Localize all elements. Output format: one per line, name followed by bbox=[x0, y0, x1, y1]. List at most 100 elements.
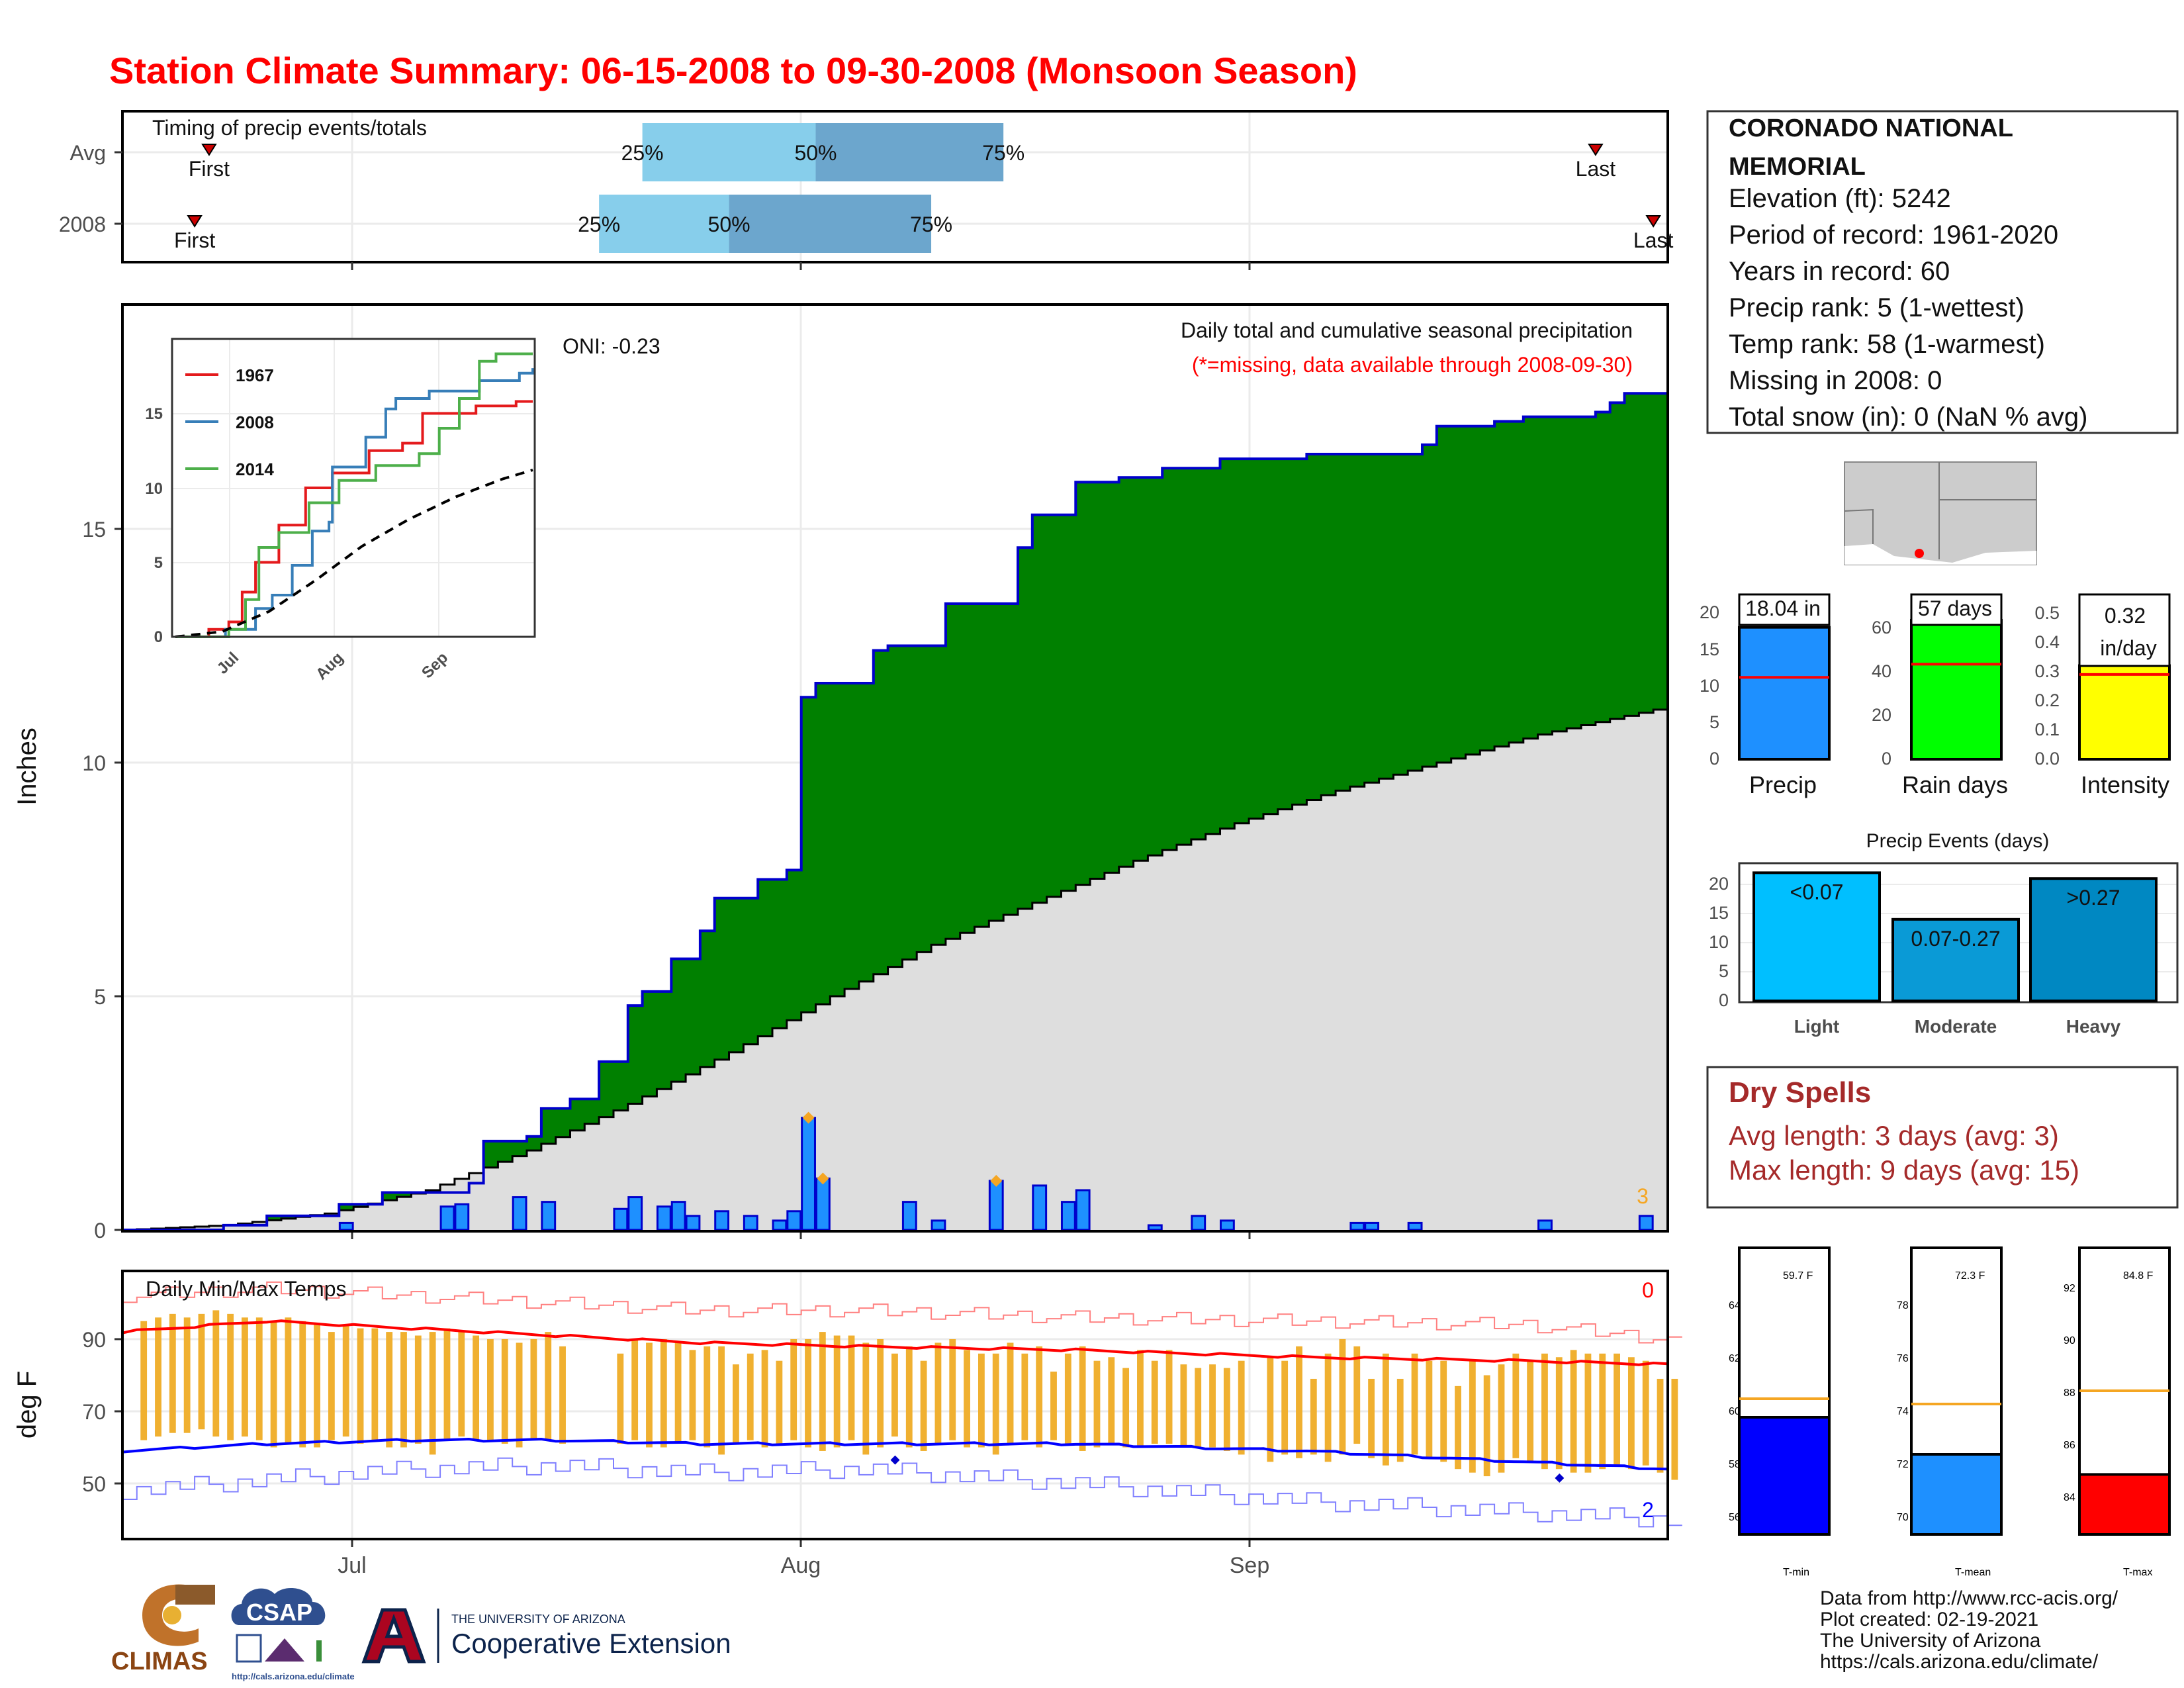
temp-range-bar-2-9 bbox=[1396, 1378, 1404, 1462]
footer-university: The University of Arizona bbox=[1820, 1630, 2041, 1652]
daily-precip-max-marker-14 bbox=[802, 1111, 815, 1124]
daily-precip-bar-2 bbox=[454, 1203, 470, 1231]
tmax-tick-84: 84 bbox=[2064, 1492, 2075, 1503]
timing-bar-early-2008 bbox=[599, 195, 729, 253]
tmin-tick-60: 60 bbox=[1729, 1406, 1741, 1417]
gauge-precip-value-box bbox=[1738, 593, 1831, 626]
temp-range-bar-2-27 bbox=[1657, 1378, 1664, 1473]
temp-range-bar-2-18 bbox=[1527, 1360, 1534, 1462]
main-plot-marks bbox=[122, 387, 1669, 1231]
tmax-value: 84.8 F bbox=[2123, 1270, 2154, 1282]
xtick-aug: Aug bbox=[781, 1553, 821, 1578]
timing-first-label-2008: First bbox=[174, 228, 215, 252]
temps-count-min: 2 bbox=[1642, 1498, 1654, 1522]
events-tick-0: 0 bbox=[1719, 990, 1729, 1010]
csap-logo: CSAP http://cals.arizona.edu/climate bbox=[231, 1587, 355, 1681]
events-bar-light bbox=[1752, 871, 1881, 1003]
gauge-rain-label: Rain days bbox=[1902, 771, 2008, 798]
timing-first-marker-avg bbox=[201, 144, 217, 156]
temp-range-bar-0-15 bbox=[357, 1328, 364, 1444]
temp-range-bar-1-18 bbox=[877, 1339, 884, 1448]
tmax-tick-88: 88 bbox=[2064, 1387, 2075, 1399]
temp-range-bar-1-20 bbox=[905, 1346, 913, 1448]
climas-swirl bbox=[142, 1584, 199, 1646]
timing-bar-late-avg bbox=[815, 123, 1004, 181]
daily-precip-bar-5 bbox=[613, 1207, 629, 1231]
temp-range-bar-1-13 bbox=[805, 1339, 811, 1448]
daily-precip-bar-20 bbox=[1060, 1201, 1076, 1231]
daily-precip-bar-29 bbox=[1638, 1215, 1654, 1231]
ua-small-text: THE UNIVERSITY OF ARIZONA bbox=[451, 1613, 625, 1626]
temp-range-bar-2-1 bbox=[1281, 1360, 1289, 1455]
inset-plot-lines bbox=[175, 352, 534, 638]
record-min-line bbox=[122, 1457, 1682, 1528]
dry-spells-box: Dry Spells Avg length: 3 days (avg: 3) M… bbox=[1706, 1066, 2179, 1209]
inset-legend: 1967 2008 2014 bbox=[185, 365, 274, 479]
temp-range-bar-0-29 bbox=[559, 1346, 566, 1444]
timing-row-label-2008: 2008 bbox=[59, 212, 106, 236]
temp-range-bar-0-18 bbox=[400, 1332, 407, 1448]
gauge-precip-tick-5: 5 bbox=[1709, 712, 1719, 732]
temp-range-bar-0-19 bbox=[414, 1335, 422, 1444]
record-low-marker-1 bbox=[1555, 1473, 1565, 1483]
temp-range-bar-0-23 bbox=[473, 1335, 480, 1440]
temp-range-bar-0-12 bbox=[314, 1325, 320, 1448]
gauge-precip-tick-20: 20 bbox=[1700, 602, 1719, 622]
timing-last-marker-2008 bbox=[1645, 215, 1661, 228]
temp-range-bar-1-26 bbox=[992, 1353, 999, 1455]
daily-precip-bar-21 bbox=[1075, 1189, 1091, 1231]
daily-precip-bar-7 bbox=[656, 1205, 672, 1231]
gauge-precip-tick-0: 0 bbox=[1709, 749, 1719, 769]
climas-sun bbox=[175, 1585, 215, 1605]
temp-range-bar-2-8 bbox=[1383, 1353, 1389, 1466]
daily-precip-bar-12 bbox=[772, 1219, 788, 1231]
temp-range-bar-0-10 bbox=[285, 1317, 292, 1444]
events-tick-15: 15 bbox=[1709, 903, 1729, 923]
temps-ytick-50: 50 bbox=[82, 1472, 106, 1496]
average-max-line bbox=[122, 1319, 1668, 1366]
temp-range-bar-2-10 bbox=[1411, 1353, 1418, 1455]
temp-range-bar-0-27 bbox=[530, 1339, 537, 1440]
tmin-value: 59.7 F bbox=[1783, 1270, 1813, 1282]
precip-gauges: 0 5 10 15 20 0 20 40 60 0.0 0.1 0.2 0.3 … bbox=[1700, 593, 2171, 798]
temp-range-bar-0-21 bbox=[443, 1328, 451, 1440]
temp-range-bar-1-7 bbox=[718, 1346, 725, 1455]
daily-precip-bar-17 bbox=[931, 1219, 946, 1231]
inset-ytick-10: 10 bbox=[145, 480, 163, 498]
temp-range-bar-1-22 bbox=[934, 1342, 942, 1444]
location-map bbox=[1844, 461, 2037, 565]
events-bar-heavy bbox=[2029, 877, 2158, 1002]
daily-precip-bar-10 bbox=[714, 1210, 730, 1231]
temp-range-bar-0-2 bbox=[169, 1313, 176, 1433]
timing-bar-late-2008 bbox=[729, 195, 932, 253]
temps-ytick-70: 70 bbox=[82, 1400, 106, 1424]
tmean-tick-76: 76 bbox=[1897, 1353, 1909, 1364]
gauge-int-tick-05: 0.5 bbox=[2034, 603, 2060, 623]
temps-frame bbox=[121, 1270, 1669, 1540]
tmean-label: T-mean bbox=[1955, 1567, 1991, 1578]
gauge-rain-value: 57 days bbox=[1918, 596, 1992, 620]
daily-precip-bar-1 bbox=[439, 1205, 455, 1231]
temp-range-bar-2-23 bbox=[1599, 1353, 1606, 1470]
tmin-tick-64: 64 bbox=[1729, 1300, 1741, 1311]
temp-range-bar-1-15 bbox=[833, 1335, 841, 1448]
footer-credits: Data from http://www.rcc-acis.org/ Plot … bbox=[1820, 1587, 2118, 1673]
inset-ytick-15: 15 bbox=[145, 405, 163, 423]
temp-range-bar-2-19 bbox=[1541, 1353, 1548, 1470]
temp-range-bar-1-25 bbox=[978, 1353, 985, 1448]
temp-range-bar-1-43 bbox=[1238, 1360, 1245, 1455]
temp-range-bar-1-34 bbox=[1108, 1357, 1115, 1444]
gauge-bar-0 bbox=[1738, 626, 1831, 761]
timing-first-marker-2008 bbox=[187, 215, 203, 228]
events-category-moderate: Moderate bbox=[1915, 1016, 1997, 1037]
temp-range-bar-0-28 bbox=[545, 1332, 552, 1440]
csap-grid bbox=[236, 1634, 262, 1663]
temp-range-bar-0-22 bbox=[458, 1332, 465, 1437]
temp-range-bar-1-2 bbox=[646, 1342, 653, 1448]
temp-range-bar-1-32 bbox=[1079, 1346, 1086, 1451]
tmean-value: 72.3 F bbox=[1955, 1270, 1985, 1282]
temp-range-bar-1-33 bbox=[1093, 1360, 1101, 1448]
temp-range-bar-1-36 bbox=[1137, 1350, 1144, 1448]
temp-range-bar-0-9 bbox=[270, 1321, 277, 1448]
